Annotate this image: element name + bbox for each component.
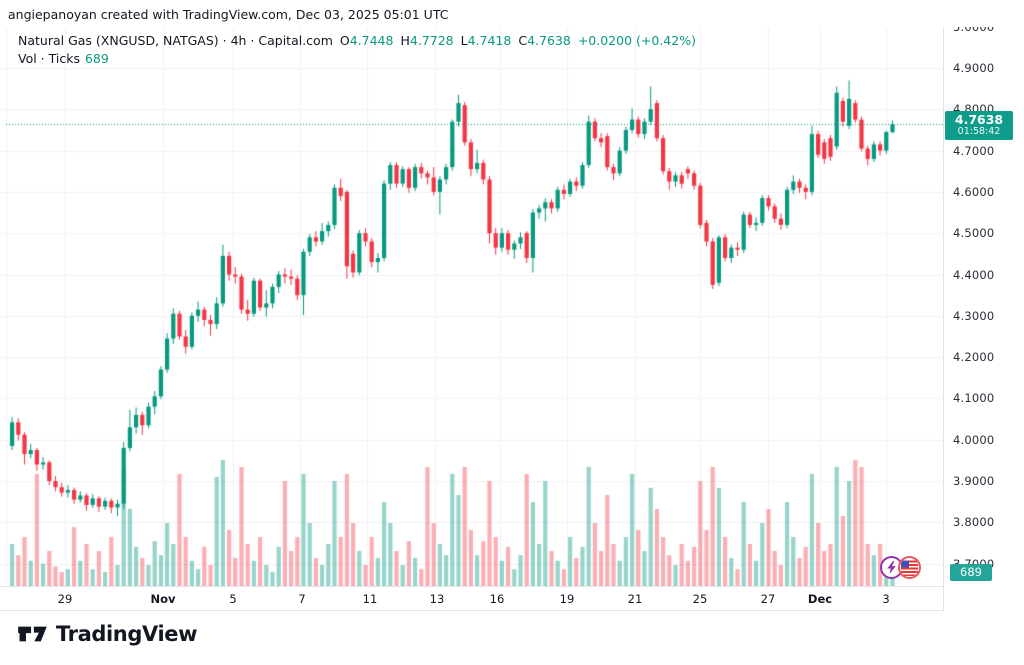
us-flag-glyph	[901, 560, 918, 576]
symbol-title[interactable]: Natural Gas (XNGUSD, NATGAS) · 4h · Capi…	[18, 33, 333, 48]
ohlc-values: O4.7448 H4.7728 L4.7418 C4.7638	[333, 33, 571, 48]
price-axis-label: 4.5000	[953, 226, 995, 241]
footer: TradingView	[0, 611, 1024, 665]
ohlc-field: O4.7448	[339, 33, 394, 48]
time-axis-label: Dec	[807, 592, 833, 606]
bar-countdown: 01:58:42	[957, 126, 1001, 138]
price-axis-label: 4.3000	[953, 308, 995, 323]
volume-badge: 689	[950, 564, 992, 581]
ohlc-field: C4.7638	[518, 33, 571, 48]
volume-indicator-label[interactable]: Vol · Ticks	[18, 51, 80, 66]
time-axis-label: 21	[627, 592, 643, 606]
tradingview-mark-icon	[18, 626, 47, 642]
tradingview-wordmark: TradingView	[56, 622, 198, 646]
price-axis-label: 5.0000	[953, 27, 994, 34]
time-axis-label: 7	[298, 592, 306, 606]
time-axis-label: 13	[429, 592, 445, 606]
tradingview-logo[interactable]: TradingView	[16, 622, 197, 646]
ohlc-field: H4.7728	[400, 33, 454, 48]
time-axis-label: 16	[489, 592, 505, 606]
price-axis-label: 4.4000	[953, 267, 995, 282]
time-axis-label: Nov	[150, 592, 176, 606]
price-axis-label: 4.0000	[953, 432, 995, 447]
time-axis-label: 27	[760, 592, 776, 606]
price-axis-label: 3.9000	[953, 474, 995, 488]
time-axis-label: 25	[692, 592, 708, 606]
time-axis-label: 29	[57, 592, 73, 606]
price-axis-label: 4.6000	[953, 184, 995, 199]
price-axis-label: 4.1000	[953, 391, 995, 406]
ohlc-field: L4.7418	[460, 33, 512, 48]
price-axis-label: 4.7000	[953, 143, 995, 158]
current-price: 4.7638	[954, 112, 1004, 128]
change-value: +0.0200 (+0.42%)	[577, 33, 696, 48]
price-axis-label: 4.9000	[953, 61, 995, 75]
price-axis-label: 4.2000	[953, 350, 995, 365]
chart-legend[interactable]: Natural Gas (XNGUSD, NATGAS) · 4h · Capi…	[18, 33, 696, 66]
time-axis-label: 11	[362, 592, 378, 606]
price-axis[interactable]: 4.7638 01:58:42 689 5.00004.90004.80004.…	[943, 27, 1024, 611]
time-axis-label: 5	[229, 592, 237, 606]
price-axis-label: 3.8000	[953, 515, 995, 530]
volume-value: 689	[84, 51, 109, 66]
candlestick-chart[interactable]	[0, 27, 943, 586]
time-axis[interactable]: 29 Nov 5 7 11 13 16 19 21 25 27 Dec 3	[0, 586, 943, 611]
attribution-text: angiepanoyan created with TradingView.co…	[8, 7, 449, 22]
lightning-bolt-glyph	[887, 560, 896, 575]
time-axis-label: 3	[882, 592, 890, 606]
time-axis-label: 19	[559, 592, 575, 606]
us-flag-event-icon[interactable]	[898, 556, 921, 579]
current-price-badge: 4.7638 01:58:42	[945, 111, 1013, 141]
